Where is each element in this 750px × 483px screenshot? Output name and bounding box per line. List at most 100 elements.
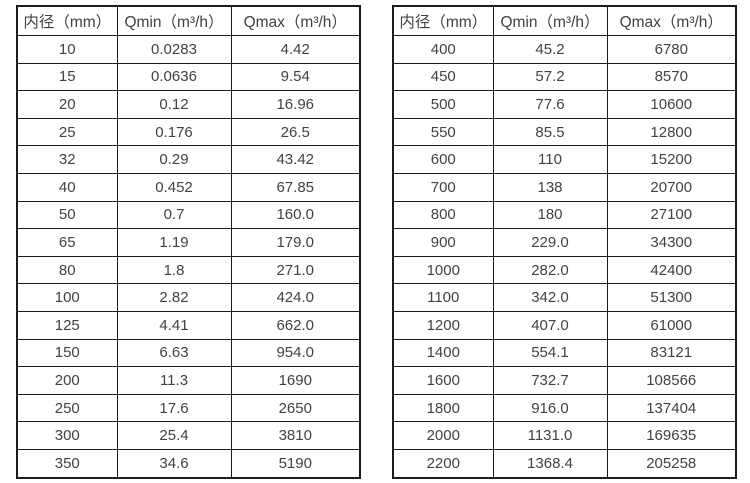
table-row: 700 138 20700 bbox=[392, 172, 737, 202]
table-cell: 83121 bbox=[606, 338, 737, 368]
table-cell: 900 bbox=[392, 228, 494, 257]
table-row: 1100 342.0 51300 bbox=[392, 283, 737, 312]
table-cell: 125 bbox=[16, 310, 118, 340]
table-cell: 1690 bbox=[230, 366, 361, 395]
column-header: 内径（mm） bbox=[392, 5, 494, 36]
table-cell: 17.6 bbox=[116, 393, 232, 423]
table-cell: 0.12 bbox=[116, 90, 232, 119]
column-header: Qmax（m³/h） bbox=[230, 5, 361, 36]
table-row: 550 85.5 12800 bbox=[392, 117, 737, 147]
table-cell: 282.0 bbox=[492, 255, 608, 285]
table-cell: 67.85 bbox=[230, 172, 361, 202]
table-cell: 0.29 bbox=[116, 145, 232, 174]
table-cell: 57.2 bbox=[492, 62, 608, 92]
table-cell: 160.0 bbox=[230, 200, 361, 230]
table-cell: 34.6 bbox=[116, 448, 232, 479]
table-cell: 15 bbox=[16, 62, 118, 92]
table-cell: 0.452 bbox=[116, 172, 232, 202]
table-cell: 10 bbox=[16, 35, 118, 64]
header-row: 内径（mm） Qmin（m³/h） Qmax（m³/h） bbox=[392, 5, 737, 36]
table-cell: 1400 bbox=[392, 338, 494, 368]
table-cell: 1131.0 bbox=[492, 421, 608, 450]
table-row: 800 180 27100 bbox=[392, 200, 737, 230]
table-cell: 400 bbox=[392, 35, 494, 64]
table-cell: 45.2 bbox=[492, 35, 608, 64]
table-cell: 1.8 bbox=[116, 255, 232, 285]
table-cell: 0.0283 bbox=[116, 35, 232, 64]
table-cell: 2200 bbox=[392, 448, 494, 479]
table-cell: 205258 bbox=[606, 448, 737, 479]
table-cell: 800 bbox=[392, 200, 494, 230]
table-cell: 110 bbox=[492, 145, 608, 174]
table-cell: 20 bbox=[16, 90, 118, 119]
table-cell: 25.4 bbox=[116, 421, 232, 450]
table-row: 2200 1368.4 205258 bbox=[392, 448, 737, 479]
table-cell: 916.0 bbox=[492, 393, 608, 423]
table-cell: 180 bbox=[492, 200, 608, 230]
table-cell: 26.5 bbox=[230, 117, 361, 147]
table-row: 400 45.2 6780 bbox=[392, 35, 737, 64]
table-row: 80 1.8 271.0 bbox=[16, 255, 361, 285]
table-row: 1800 916.0 137404 bbox=[392, 393, 737, 423]
table-cell: 42400 bbox=[606, 255, 737, 285]
table-cell: 65 bbox=[16, 228, 118, 257]
table-body: 10 0.0283 4.42 15 0.0636 9.54 20 0.12 16.96 25 0.1… bbox=[16, 35, 361, 479]
flow-spec-table-small-diameters: 内径（mm） Qmin（m³/h） Qmax（m³/h） 10 0.0283 4.42 1… bbox=[16, 5, 361, 479]
table-cell: 550 bbox=[392, 117, 494, 147]
table-cell: 6.63 bbox=[116, 338, 232, 368]
table-row: 450 57.2 8570 bbox=[392, 62, 737, 92]
table-cell: 80 bbox=[16, 255, 118, 285]
table-row: 300 25.4 3810 bbox=[16, 421, 361, 450]
table-cell: 4.42 bbox=[230, 35, 361, 64]
table-cell: 300 bbox=[16, 421, 118, 450]
table-cell: 407.0 bbox=[492, 310, 608, 340]
table-row: 900 229.0 34300 bbox=[392, 228, 737, 257]
table-cell: 10600 bbox=[606, 90, 737, 119]
table-cell: 12800 bbox=[606, 117, 737, 147]
table-row: 250 17.6 2650 bbox=[16, 393, 361, 423]
table-row: 1600 732.7 108566 bbox=[392, 366, 737, 395]
table-row: 10 0.0283 4.42 bbox=[16, 35, 361, 64]
table-row: 20 0.12 16.96 bbox=[16, 90, 361, 119]
table-cell: 554.1 bbox=[492, 338, 608, 368]
table-cell: 350 bbox=[16, 448, 118, 479]
table-cell: 85.5 bbox=[492, 117, 608, 147]
table-cell: 25 bbox=[16, 117, 118, 147]
table-cell: 50 bbox=[16, 200, 118, 230]
table-cell: 732.7 bbox=[492, 366, 608, 395]
table-cell: 1100 bbox=[392, 283, 494, 312]
table-cell: 4.41 bbox=[116, 310, 232, 340]
column-header: 内径（mm） bbox=[16, 5, 118, 36]
table-row: 2000 1131.0 169635 bbox=[392, 421, 737, 450]
table-cell: 0.176 bbox=[116, 117, 232, 147]
table-cell: 1600 bbox=[392, 366, 494, 395]
table-cell: 138 bbox=[492, 172, 608, 202]
header-row: 内径（mm） Qmin（m³/h） Qmax（m³/h） bbox=[16, 5, 361, 36]
column-header: Qmin（m³/h） bbox=[492, 5, 608, 36]
table-cell: 0.7 bbox=[116, 200, 232, 230]
table-cell: 1368.4 bbox=[492, 448, 608, 479]
table-cell: 424.0 bbox=[230, 283, 361, 312]
table-cell: 20700 bbox=[606, 172, 737, 202]
table-cell: 34300 bbox=[606, 228, 737, 257]
table-cell: 0.0636 bbox=[116, 62, 232, 92]
table-cell: 11.3 bbox=[116, 366, 232, 395]
table-cell: 200 bbox=[16, 366, 118, 395]
table-cell: 9.54 bbox=[230, 62, 361, 92]
table-row: 1000 282.0 42400 bbox=[392, 255, 737, 285]
column-header: Qmin（m³/h） bbox=[116, 5, 232, 36]
table-row: 200 11.3 1690 bbox=[16, 366, 361, 395]
table-row: 125 4.41 662.0 bbox=[16, 310, 361, 340]
table-cell: 662.0 bbox=[230, 310, 361, 340]
table-cell: 40 bbox=[16, 172, 118, 202]
table-row: 1400 554.1 83121 bbox=[392, 338, 737, 368]
table-cell: 5190 bbox=[230, 448, 361, 479]
table-cell: 100 bbox=[16, 283, 118, 312]
table-row: 25 0.176 26.5 bbox=[16, 117, 361, 147]
table-cell: 1800 bbox=[392, 393, 494, 423]
table-cell: 2.82 bbox=[116, 283, 232, 312]
table-row: 15 0.0636 9.54 bbox=[16, 62, 361, 92]
table-cell: 3810 bbox=[230, 421, 361, 450]
table-row: 50 0.7 160.0 bbox=[16, 200, 361, 230]
